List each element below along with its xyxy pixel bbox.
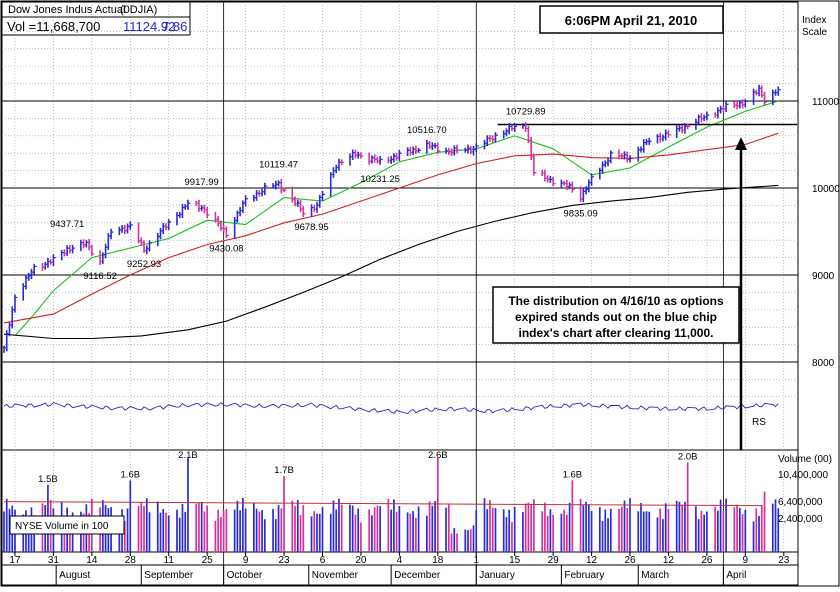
- moving-average-short: [14, 100, 779, 337]
- price-label: 9437.71: [50, 219, 84, 230]
- moving-average-mid: [3, 132, 779, 324]
- day-tick-label: 18: [432, 555, 444, 566]
- volume-legend-box: [9, 515, 125, 535]
- annotation-line-2: expired stands out on the blue chip: [515, 310, 717, 324]
- price-label: 9252.93: [127, 259, 161, 270]
- volume-label: 2.6B: [428, 450, 448, 461]
- chart-labels: 17 31 14 28 11 25 9 23 6 20 4 18 1 15 29 12 26 12 26 9 23 800…: [9, 97, 840, 581]
- price-label: 9917.99: [185, 177, 219, 188]
- change-readout: 7.86: [162, 19, 187, 34]
- price-readout: 11124.92: [123, 19, 175, 34]
- rs-label: RS: [752, 417, 766, 428]
- month-label: November: [312, 570, 359, 581]
- price-bars: [3, 84, 781, 353]
- timestamp: 6:06PM April 21, 2010: [565, 13, 697, 28]
- price-label: 10516.70: [407, 125, 447, 136]
- price-label: 9678.95: [294, 222, 328, 233]
- day-tick-label: 12: [586, 555, 598, 566]
- y-tick-label: 8000: [812, 358, 835, 369]
- price-label: 10729.89: [506, 106, 546, 117]
- day-tick-label: 9: [243, 555, 249, 566]
- volume-label: 1.5B: [38, 474, 58, 485]
- day-tick-label: 15: [509, 555, 521, 566]
- volume-axis-title: Volume (00): [778, 454, 832, 465]
- price-label: 10231.25: [360, 174, 400, 185]
- day-tick-label: 26: [701, 555, 713, 566]
- volume-label: 1.6B: [563, 469, 583, 480]
- volume-tick-label: 2,400,000: [778, 514, 823, 525]
- day-tick-label: 31: [48, 555, 60, 566]
- day-tick-label: 11: [164, 555, 175, 566]
- volume-bars: [3, 458, 780, 552]
- day-tick-label: 23: [778, 555, 790, 566]
- rs-line: [3, 401, 779, 415]
- month-label: February: [564, 570, 604, 581]
- volume-label: 2.1B: [178, 450, 198, 461]
- month-label: December: [394, 570, 441, 581]
- index-symbol: (0DJIA): [120, 4, 157, 16]
- day-tick-label: 23: [278, 555, 290, 566]
- y-axis-title-line1: Index: [802, 15, 826, 26]
- price-label: 9430.08: [209, 244, 243, 255]
- day-tick-label: 17: [9, 555, 21, 566]
- day-tick-label: 25: [202, 555, 214, 566]
- rs-line-group: [3, 401, 779, 415]
- day-tick-label: 14: [86, 555, 98, 566]
- y-axis-title-line2: Scale: [802, 27, 827, 38]
- month-axis: [1, 564, 799, 586]
- month-label: April: [726, 570, 746, 581]
- day-tick-label: 20: [355, 555, 367, 566]
- volume-readout: Vol =11,668,700: [7, 19, 100, 34]
- day-tick-label: 9: [743, 555, 749, 566]
- moving-average-lines: [3, 100, 797, 340]
- day-tick-label: 12: [663, 555, 675, 566]
- annotation-line-3: index's chart after clearing 11,000.: [519, 326, 714, 340]
- month-label: September: [144, 570, 194, 581]
- annotation-arrow-head: [735, 137, 747, 150]
- day-tick-label: 26: [624, 555, 636, 566]
- price-label: 9116.52: [83, 271, 117, 282]
- annotation-box: [492, 286, 740, 344]
- moving-average-long: [3, 184, 779, 340]
- month-label: January: [479, 570, 515, 581]
- day-tick-label: 6: [320, 555, 326, 566]
- price-panel: [1, 1, 799, 451]
- day-tick-label: 4: [397, 555, 403, 566]
- price-label: 10119.47: [259, 160, 298, 171]
- volume-average-line: [3, 501, 763, 507]
- price-label: 9835.09: [563, 208, 597, 219]
- month-label: March: [641, 570, 669, 581]
- y-tick-label: 10000: [812, 184, 840, 195]
- y-tick-label: 9000: [812, 271, 835, 282]
- index-name: Dow Jones Indus Actual: [8, 4, 125, 16]
- timestamp-box: [539, 5, 724, 34]
- volume-tick-label: 6,400,000: [778, 497, 823, 508]
- day-tick-label: 29: [548, 555, 560, 566]
- day-tick-label: 28: [125, 555, 137, 566]
- volume-legend: NYSE Volume in 100: [15, 521, 109, 532]
- month-label: August: [59, 570, 90, 581]
- month-label: October: [227, 570, 263, 581]
- volume-label: 1.7B: [274, 465, 294, 476]
- volume-label: 2.0B: [678, 451, 698, 462]
- grid-lines: [2, 2, 798, 586]
- y-tick-label: 11000: [812, 97, 840, 108]
- volume-label: 1.6B: [121, 469, 141, 480]
- annotation-line-1: The distribution on 4/16/10 as options: [508, 294, 724, 308]
- volume-tick-label: 10,400,000: [778, 470, 828, 481]
- day-tick-label: 1: [473, 555, 479, 566]
